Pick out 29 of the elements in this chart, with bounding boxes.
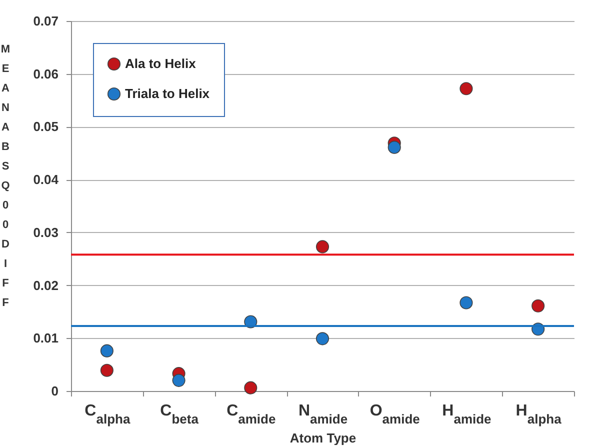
legend-label: Ala to Helix — [125, 56, 197, 71]
x-tick-label: C$_{beta}$ — [160, 402, 200, 426]
point — [460, 82, 473, 96]
y-tick-label: 0 — [51, 384, 58, 398]
legend-label: Triala to Helix — [125, 86, 210, 101]
y-tick-label: 0.06 — [33, 66, 58, 82]
x-tick-label: O$_{amide}$ — [370, 402, 420, 426]
x-tick-label: H$_{alpha}$ — [516, 402, 562, 426]
x-tick-label: N$_{amide}$ — [298, 402, 348, 426]
point — [244, 381, 258, 394]
point — [316, 332, 330, 346]
y-tick-label: 0.07 — [33, 14, 58, 28]
point — [532, 299, 545, 312]
y-tick-label: 0.02 — [33, 278, 58, 293]
point — [100, 344, 114, 358]
y-tick-label: 0.04 — [33, 172, 60, 188]
point — [460, 296, 473, 310]
y-tick-label: 0.01 — [33, 330, 58, 346]
y-tick-label: 0.05 — [33, 119, 58, 134]
point — [316, 240, 330, 254]
x-axis-title: Atom Type — [290, 430, 356, 446]
point — [388, 140, 401, 154]
text: MEAN ABS Q00 DIFF — [0, 44, 10, 309]
x-tick-label: H$_{amide}$ — [442, 402, 492, 426]
x-tick-label: C$_{amide}$ — [226, 402, 276, 426]
x-tick-label: C$_{alpha}$ — [84, 402, 131, 426]
y-tick-label: 0.03 — [33, 224, 58, 240]
point — [100, 364, 114, 377]
point — [172, 374, 186, 387]
